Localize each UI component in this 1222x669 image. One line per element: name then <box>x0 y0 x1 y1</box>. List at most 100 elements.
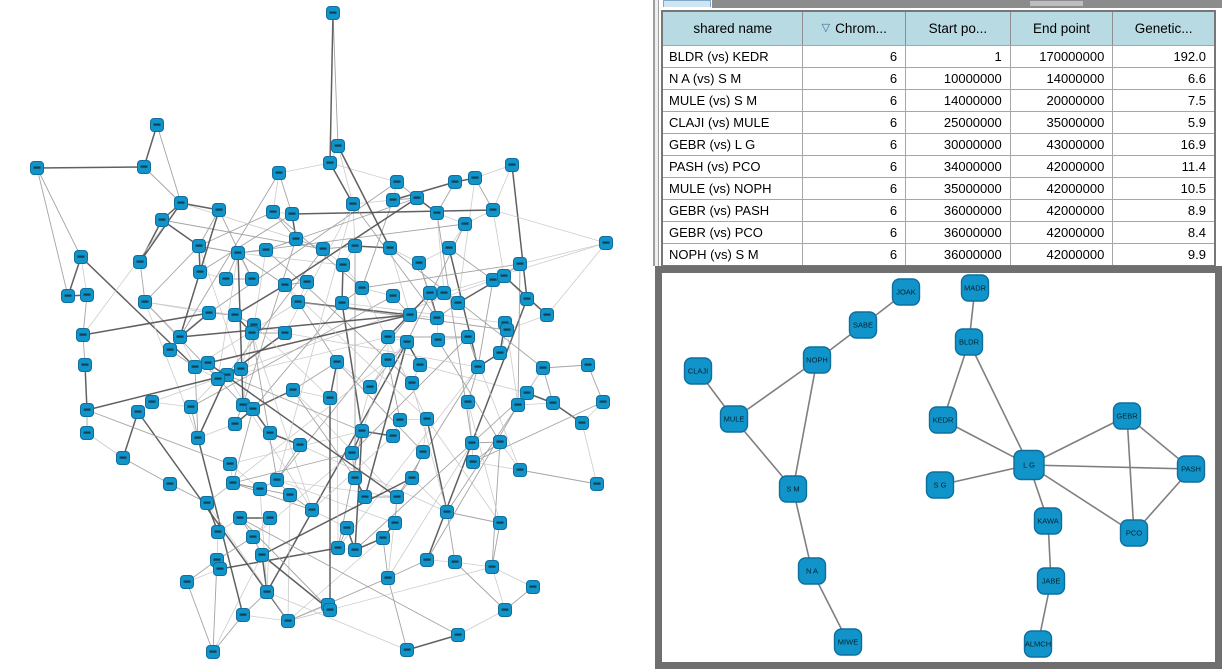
table-cell[interactable]: 6 <box>803 178 907 199</box>
table-row[interactable]: CLAJI (vs) MULE 6 25000000 35000000 5.9 <box>663 111 1214 133</box>
filter-icon[interactable]: ▽ <box>821 22 831 34</box>
table-cell[interactable]: 36000000 <box>906 222 1011 243</box>
node[interactable] <box>498 603 512 617</box>
edge-noph-s-m[interactable] <box>792 359 818 490</box>
node[interactable] <box>336 258 350 272</box>
node[interactable] <box>137 160 151 174</box>
table-cell[interactable]: 35000000 <box>906 178 1011 199</box>
node[interactable] <box>520 386 534 400</box>
node[interactable] <box>437 286 451 300</box>
node[interactable] <box>259 243 273 257</box>
node[interactable] <box>430 206 444 220</box>
node-shape[interactable] <box>848 311 878 339</box>
node-madr[interactable]: MADR <box>960 274 990 302</box>
table-cell[interactable]: 5.9 <box>1187 115 1206 130</box>
node[interactable] <box>465 436 479 450</box>
column-header-start-po[interactable]: Start po... <box>906 12 1011 45</box>
node[interactable] <box>228 308 242 322</box>
node-miwe[interactable]: MIWE <box>833 628 863 656</box>
node-claji[interactable]: CLAJI <box>683 357 713 385</box>
node[interactable] <box>163 477 177 491</box>
table-cell[interactable]: GEBR (vs) PASH <box>663 200 804 221</box>
node-sabe[interactable]: SABE <box>848 311 878 339</box>
node[interactable] <box>286 383 300 397</box>
node[interactable] <box>413 358 427 372</box>
node[interactable] <box>458 217 472 231</box>
node[interactable] <box>485 560 499 574</box>
table-cell[interactable]: MULE (vs) NOPH <box>663 178 804 199</box>
node[interactable] <box>520 292 534 306</box>
node[interactable] <box>193 265 207 279</box>
node[interactable] <box>431 333 445 347</box>
table-cell[interactable]: GEBR (vs) PCO <box>663 222 804 243</box>
node[interactable] <box>192 239 206 253</box>
table-cell[interactable]: 192.0 <box>1173 49 1206 64</box>
node[interactable] <box>376 531 390 545</box>
edge-noph-mule[interactable] <box>733 359 818 420</box>
edge-l-g-pash[interactable] <box>1028 464 1192 470</box>
node[interactable] <box>330 355 344 369</box>
node[interactable] <box>430 311 444 325</box>
node[interactable] <box>386 429 400 443</box>
node-shape[interactable] <box>1036 567 1066 595</box>
node[interactable] <box>493 516 507 530</box>
node[interactable] <box>226 476 240 490</box>
node[interactable] <box>234 362 248 376</box>
table-cell[interactable]: 42000000 <box>1011 222 1114 243</box>
node[interactable] <box>423 286 437 300</box>
node[interactable] <box>253 482 267 496</box>
node[interactable] <box>331 139 345 153</box>
node[interactable] <box>331 541 345 555</box>
large-network-canvas[interactable] <box>0 0 652 669</box>
node-shape[interactable] <box>1033 507 1063 535</box>
node[interactable] <box>468 171 482 185</box>
node[interactable] <box>231 246 245 260</box>
node[interactable] <box>263 511 277 525</box>
node[interactable] <box>400 335 414 349</box>
table-cell[interactable]: 6 <box>803 156 907 177</box>
table-cell[interactable]: 14000000 <box>1011 68 1114 89</box>
table-cell[interactable]: 6 <box>803 200 907 221</box>
table-cell[interactable]: 7.5 <box>1187 93 1206 108</box>
table-cell[interactable]: 10000000 <box>906 68 1011 89</box>
table-cell[interactable]: 170000000 <box>1011 46 1114 67</box>
node[interactable] <box>61 289 75 303</box>
node[interactable] <box>263 426 277 440</box>
node[interactable] <box>201 356 215 370</box>
node[interactable] <box>211 525 225 539</box>
node[interactable] <box>289 232 303 246</box>
node[interactable] <box>500 323 514 337</box>
node[interactable] <box>200 496 214 510</box>
node[interactable] <box>133 255 147 269</box>
node[interactable] <box>236 608 250 622</box>
table-cell[interactable]: 6 <box>803 46 907 67</box>
node[interactable] <box>410 191 424 205</box>
node-gebr[interactable]: GEBR <box>1112 402 1142 430</box>
node[interactable] <box>305 503 319 517</box>
node-shape[interactable] <box>1023 630 1053 658</box>
node[interactable] <box>471 360 485 374</box>
node[interactable] <box>451 296 465 310</box>
node-s-m[interactable]: S M <box>778 475 808 503</box>
node[interactable] <box>131 405 145 419</box>
node[interactable] <box>233 511 247 525</box>
table-cell[interactable]: 35000000 <box>1011 112 1114 133</box>
node-almch[interactable]: ALMCH <box>1023 630 1053 658</box>
table-row[interactable]: NOPH (vs) S M 6 36000000 42000000 9.9 <box>663 243 1214 265</box>
node-pash[interactable]: PASH <box>1176 455 1206 483</box>
horizontal-scrollbar[interactable] <box>712 0 1222 8</box>
node[interactable] <box>260 585 274 599</box>
node[interactable] <box>116 451 130 465</box>
node-kedr[interactable]: KEDR <box>928 406 958 434</box>
node[interactable] <box>150 118 164 132</box>
node[interactable] <box>448 555 462 569</box>
table-cell[interactable]: 6.6 <box>1187 71 1206 86</box>
table-cell[interactable]: 6 <box>803 112 907 133</box>
node[interactable] <box>405 376 419 390</box>
edge-l-g-pco[interactable] <box>1028 464 1135 534</box>
table-cell[interactable]: 25000000 <box>906 112 1011 133</box>
node-shape[interactable] <box>954 328 984 356</box>
node[interactable] <box>513 257 527 271</box>
table-cell[interactable]: 42000000 <box>1011 156 1114 177</box>
node[interactable] <box>270 473 284 487</box>
